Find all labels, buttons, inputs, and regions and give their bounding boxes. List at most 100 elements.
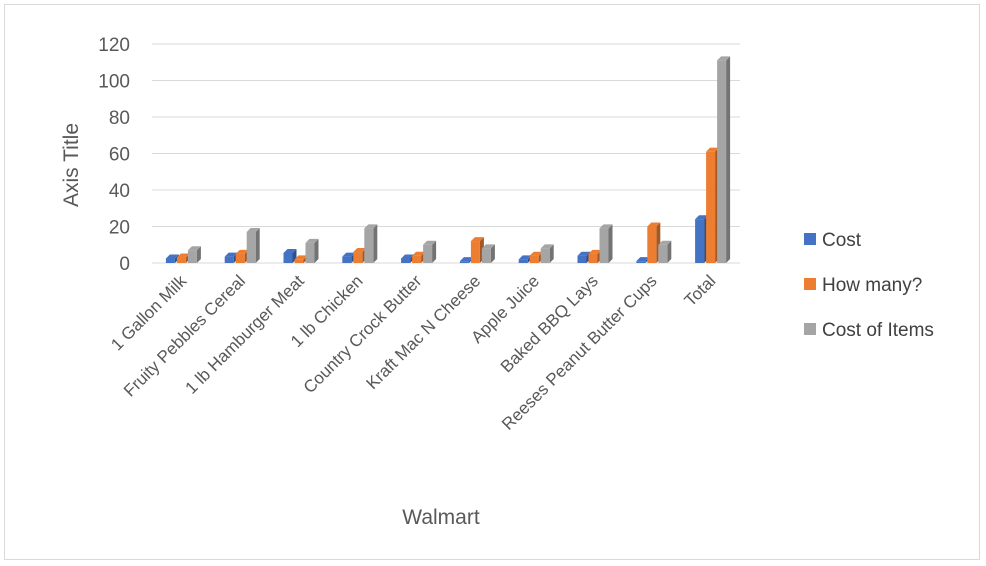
y-tick-label: 20: [109, 218, 130, 239]
bar-front: [412, 255, 422, 263]
bar-top: [717, 56, 731, 61]
bar-front: [423, 244, 433, 263]
legend-swatch: [804, 323, 816, 335]
x-axis-title: Walmart: [402, 506, 480, 529]
bar-front: [294, 259, 304, 263]
bar-side: [608, 224, 613, 263]
bar-front: [588, 253, 598, 263]
y-axis-title: Axis Title: [60, 123, 83, 207]
bar-top: [364, 224, 378, 229]
x-tick-label: Kraft Mac N Cheese: [363, 271, 485, 393]
bar-cost-of-items: [187, 246, 201, 263]
bar-cost-of-items: [423, 240, 437, 263]
legend: Cost How many? Cost of Items: [804, 230, 934, 341]
bar-top: [176, 253, 190, 258]
bar-top: [412, 251, 426, 256]
legend-item: Cost: [804, 230, 862, 251]
bar-front: [342, 256, 352, 263]
bar-front: [401, 258, 411, 263]
bar-top: [187, 246, 201, 251]
legend-label: How many?: [822, 275, 922, 296]
bars: [165, 56, 731, 263]
bar-front: [459, 261, 469, 263]
bar-top: [224, 252, 238, 257]
bar-side: [314, 238, 319, 263]
bar-front: [187, 250, 197, 263]
legend-swatch: [804, 278, 816, 290]
legend-item: How many?: [804, 275, 922, 296]
legend-label: Cost: [822, 230, 862, 251]
bar-cost-of-items: [305, 238, 319, 263]
bar-front: [529, 255, 539, 263]
bar-cost-of-items: [481, 244, 495, 263]
bar-front: [353, 252, 363, 263]
bar-front: [305, 242, 315, 263]
bar-front: [283, 252, 293, 263]
bar-side: [196, 246, 201, 263]
bar-front: [481, 248, 491, 263]
bar-cost-of-items: [658, 240, 672, 263]
bar-top: [165, 254, 179, 259]
y-tick-label: 40: [109, 181, 130, 202]
bar-top: [577, 251, 591, 256]
y-tick-label: 60: [109, 145, 130, 166]
bar-side: [726, 56, 731, 263]
legend-item: Cost of Items: [804, 320, 934, 341]
bar-top: [353, 248, 367, 253]
y-tick-label: 120: [98, 35, 130, 56]
bar-front: [176, 257, 186, 263]
bar-top: [658, 240, 672, 245]
bar-top: [423, 240, 437, 245]
bar-front: [706, 151, 716, 263]
bar-cost-of-items: [246, 227, 260, 263]
bar-front: [577, 255, 587, 263]
bar-side: [549, 244, 554, 263]
bar-side: [432, 240, 437, 263]
bar-front: [470, 241, 480, 263]
bar-top: [636, 257, 650, 262]
bar-top: [283, 248, 297, 253]
bar-top: [246, 227, 260, 232]
bar-top: [588, 249, 602, 254]
legend-label: Cost of Items: [822, 320, 934, 341]
bar-front: [695, 219, 705, 263]
bar-front: [717, 60, 727, 263]
bar-front: [636, 261, 646, 263]
bar-top: [695, 215, 709, 220]
bar-top: [647, 222, 661, 227]
bar-top: [470, 237, 484, 242]
bar-top: [540, 244, 554, 249]
bar-top: [305, 238, 319, 243]
bar-top: [481, 244, 495, 249]
bar-side: [667, 240, 672, 263]
bar-cost-of-items: [717, 56, 731, 263]
bar-top: [599, 224, 613, 229]
bar-top: [518, 255, 532, 260]
bar-front: [246, 231, 256, 263]
bar-top: [459, 257, 473, 262]
bar-top: [342, 252, 356, 257]
bar-top: [294, 255, 308, 260]
bar-top: [235, 249, 249, 254]
bar-cost-of-items: [540, 244, 554, 263]
x-tick-label: Total: [681, 271, 720, 310]
bar-front: [235, 253, 245, 263]
y-tick-label: 80: [109, 108, 130, 129]
bar-front: [658, 244, 668, 263]
chart-frame: [4, 4, 980, 560]
bar-top: [401, 254, 415, 259]
y-tick-label: 100: [98, 72, 130, 93]
bar-front: [518, 259, 528, 263]
y-axis-ticks: 0 20 40 60 80 100 120: [98, 35, 130, 275]
bar-front: [224, 256, 234, 263]
bar-front: [599, 228, 609, 263]
bar-front: [364, 228, 374, 263]
y-tick-label: 0: [119, 254, 130, 275]
bar-cost-of-items: [599, 224, 613, 263]
legend-swatch: [804, 233, 816, 245]
bar-top: [529, 251, 543, 256]
bar-side: [255, 227, 260, 263]
bar-front: [165, 258, 175, 263]
